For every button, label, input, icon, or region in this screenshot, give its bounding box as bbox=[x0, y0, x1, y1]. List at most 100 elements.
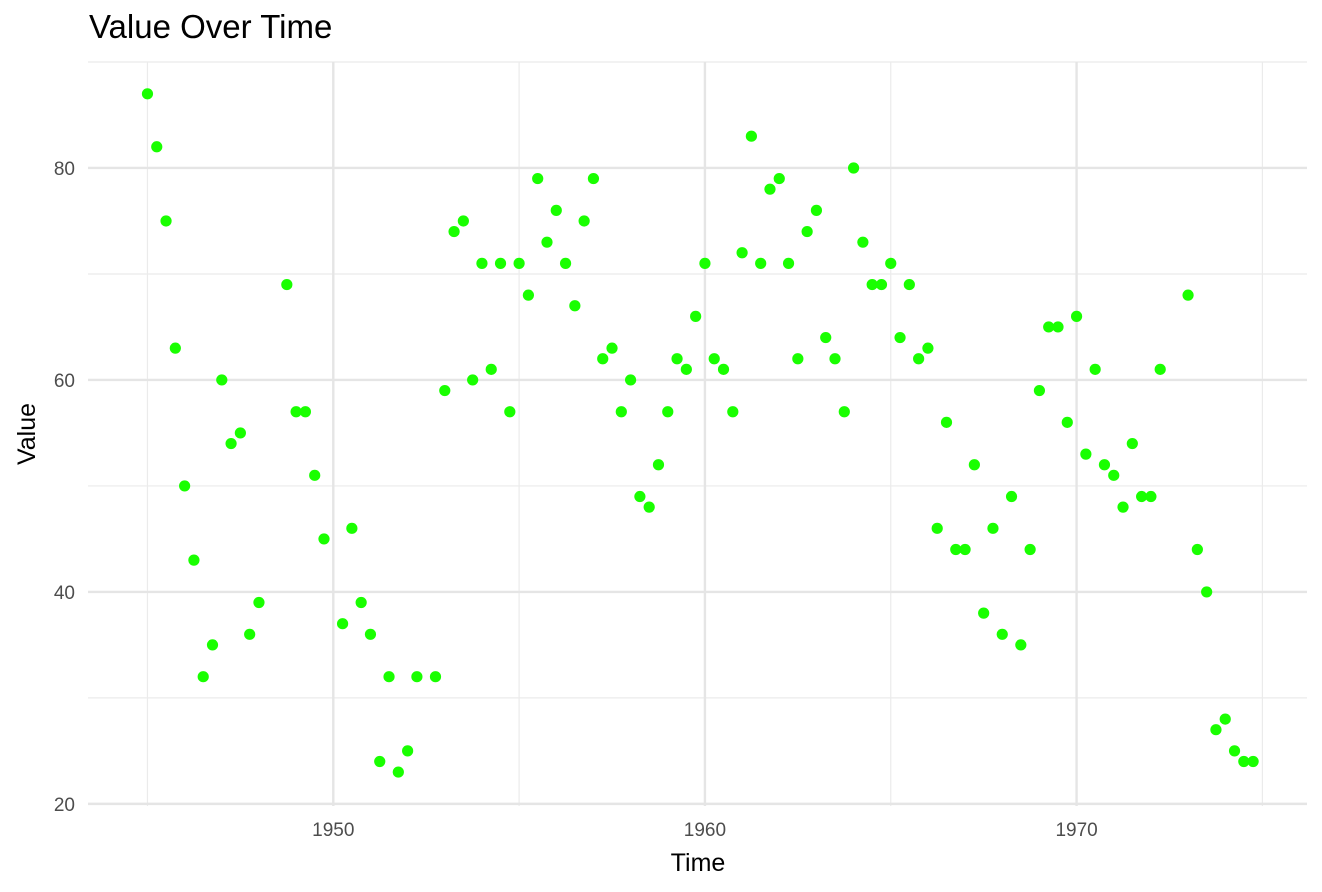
data-point bbox=[643, 501, 655, 513]
data-point bbox=[225, 437, 237, 450]
y-tick-label: 60 bbox=[54, 371, 75, 392]
minor-gridlines bbox=[88, 61, 1307, 806]
data-point bbox=[662, 406, 674, 418]
data-point bbox=[206, 639, 219, 651]
data-point bbox=[652, 459, 665, 471]
data-point bbox=[141, 88, 154, 100]
data-point bbox=[541, 236, 553, 248]
data-point bbox=[1043, 321, 1055, 333]
data-point bbox=[188, 554, 200, 566]
data-point bbox=[1052, 321, 1064, 333]
data-point bbox=[578, 215, 590, 227]
data-point bbox=[699, 257, 711, 269]
data-point bbox=[717, 363, 730, 375]
data-point bbox=[494, 257, 507, 269]
x-tick-label: 1950 bbox=[312, 820, 354, 841]
data-point bbox=[355, 596, 367, 609]
data-point bbox=[736, 247, 748, 259]
x-axis-tick-labels: 1950 1960 1970 bbox=[312, 820, 1098, 841]
data-point bbox=[978, 607, 990, 619]
data-point bbox=[467, 374, 479, 386]
data-point bbox=[1191, 543, 1203, 556]
data-point bbox=[875, 278, 888, 291]
data-point bbox=[476, 257, 488, 269]
data-point bbox=[364, 628, 377, 640]
data-point bbox=[448, 225, 460, 238]
data-point bbox=[1247, 755, 1259, 768]
data-point bbox=[801, 225, 813, 238]
data-point bbox=[1089, 363, 1101, 375]
data-point bbox=[1098, 459, 1111, 471]
data-point bbox=[792, 353, 804, 365]
y-tick-label: 80 bbox=[54, 159, 75, 180]
data-point bbox=[727, 406, 739, 418]
data-point bbox=[1201, 586, 1213, 598]
data-point bbox=[1154, 363, 1166, 375]
data-point bbox=[1061, 416, 1073, 428]
data-point bbox=[745, 130, 757, 142]
data-point bbox=[894, 331, 906, 344]
data-point bbox=[597, 353, 609, 365]
data-point bbox=[1136, 490, 1148, 503]
data-point bbox=[950, 543, 962, 556]
data-point bbox=[634, 490, 646, 503]
data-point bbox=[1238, 755, 1250, 768]
data-point bbox=[968, 459, 980, 471]
data-point bbox=[615, 406, 627, 418]
data-point bbox=[857, 236, 869, 248]
data-points bbox=[141, 88, 1259, 778]
data-point bbox=[513, 257, 525, 269]
data-point bbox=[1024, 543, 1036, 556]
data-point bbox=[755, 257, 767, 269]
data-point bbox=[690, 310, 702, 322]
data-point bbox=[1033, 384, 1046, 397]
data-point bbox=[318, 533, 330, 545]
data-point bbox=[383, 671, 395, 683]
data-point bbox=[550, 204, 562, 216]
data-point bbox=[309, 469, 321, 481]
y-tick-label: 20 bbox=[54, 795, 75, 816]
data-point bbox=[913, 353, 925, 365]
data-point bbox=[764, 183, 776, 195]
data-point bbox=[1126, 437, 1138, 450]
data-point bbox=[392, 766, 404, 778]
data-point bbox=[532, 172, 544, 185]
data-point bbox=[1219, 713, 1231, 725]
major-gridlines bbox=[88, 62, 1307, 806]
data-point bbox=[411, 671, 423, 683]
data-point bbox=[1182, 289, 1194, 301]
data-point bbox=[160, 215, 172, 227]
data-point bbox=[606, 342, 618, 354]
data-point bbox=[625, 374, 637, 386]
data-point bbox=[504, 406, 516, 418]
chart-title: Value Over Time bbox=[89, 8, 333, 45]
data-point bbox=[439, 384, 451, 397]
data-point bbox=[485, 363, 497, 375]
data-point bbox=[374, 755, 386, 768]
data-point bbox=[903, 278, 915, 291]
data-point bbox=[820, 331, 832, 344]
x-axis-title: Time bbox=[671, 849, 726, 877]
data-point bbox=[885, 257, 897, 269]
data-point bbox=[987, 522, 999, 534]
data-point bbox=[346, 522, 358, 534]
data-point bbox=[1108, 469, 1120, 481]
data-point bbox=[810, 204, 823, 216]
data-point bbox=[838, 406, 850, 418]
y-axis-tick-labels: 20 40 60 80 bbox=[54, 159, 75, 816]
data-point bbox=[522, 289, 535, 301]
data-point bbox=[216, 374, 228, 386]
data-point bbox=[244, 628, 256, 640]
data-point bbox=[1015, 639, 1027, 651]
data-point bbox=[234, 427, 246, 439]
data-point bbox=[253, 596, 265, 609]
data-point bbox=[671, 353, 683, 365]
data-point bbox=[169, 342, 181, 354]
data-point bbox=[429, 671, 442, 683]
data-point bbox=[847, 162, 860, 174]
data-point bbox=[1005, 490, 1018, 503]
data-point bbox=[179, 480, 191, 492]
data-point bbox=[708, 353, 720, 365]
x-tick-label: 1960 bbox=[684, 820, 726, 841]
